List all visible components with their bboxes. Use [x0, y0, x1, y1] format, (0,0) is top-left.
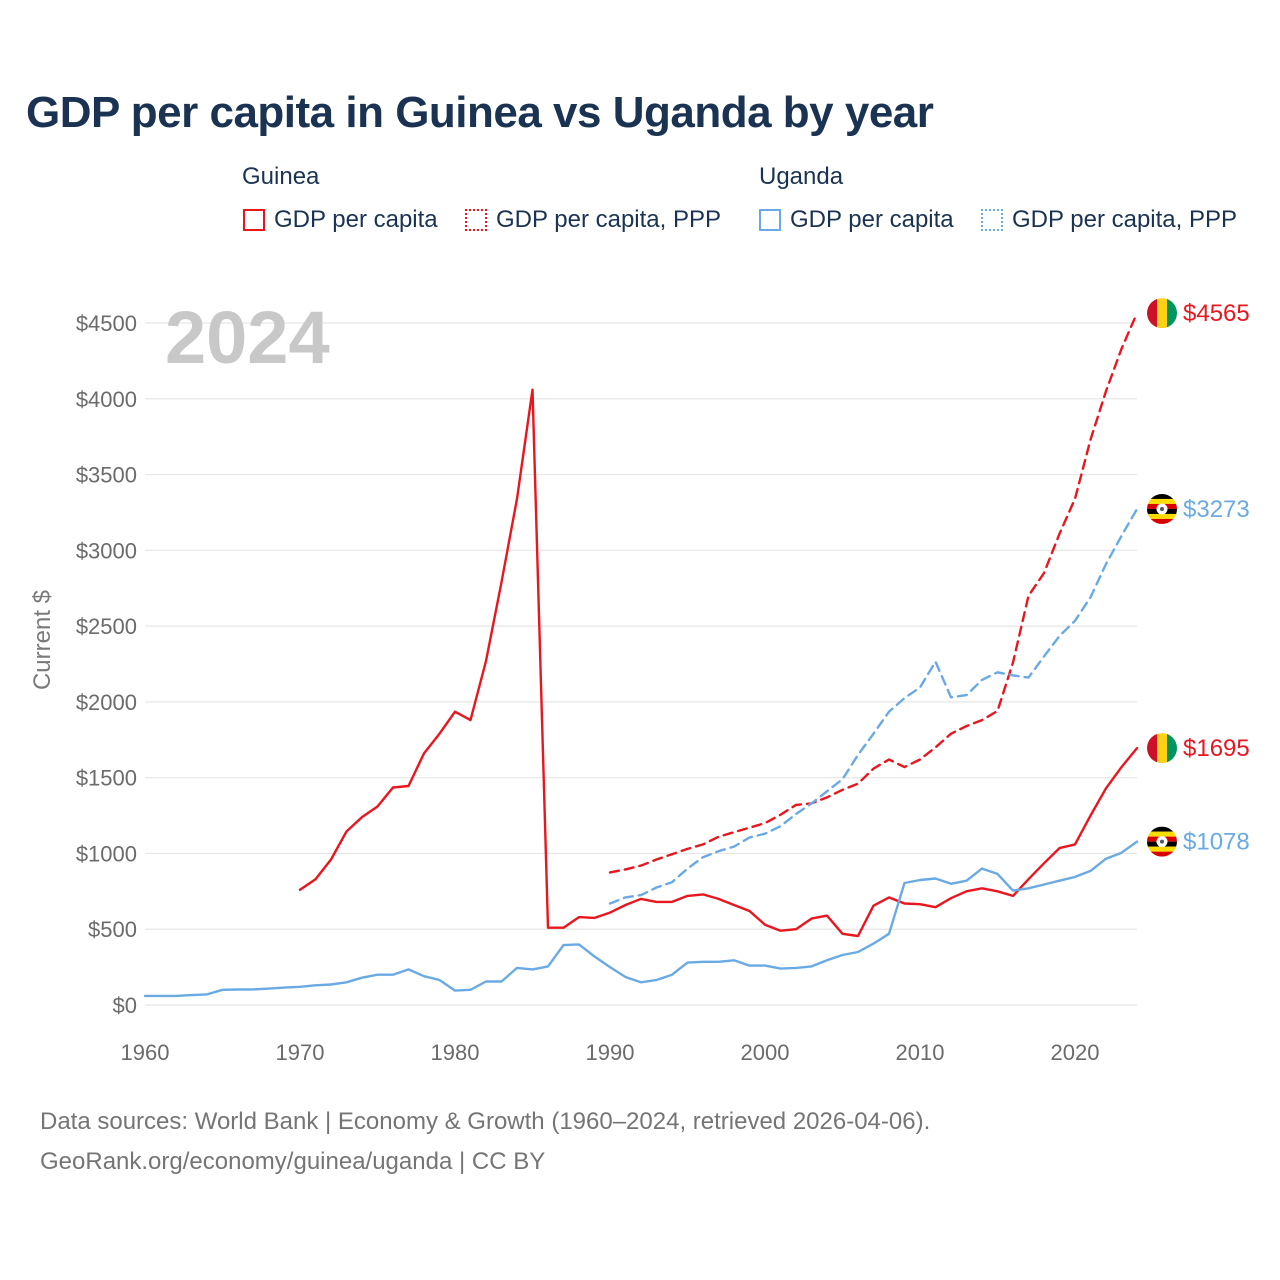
legend-swatch-dotted-red	[465, 209, 487, 231]
x-tick-label: 2010	[896, 1040, 945, 1065]
series-line-uganda-gdp-per-capita-ppp	[608, 507, 1139, 905]
legend-swatch-solid-blue	[759, 209, 781, 231]
y-tick-label: $3000	[76, 538, 137, 563]
series-lines	[143, 311, 1139, 998]
y-tick-label: $500	[88, 917, 137, 942]
gridlines	[145, 322, 1137, 1006]
footer-credit[interactable]: GeoRank.org/economy/guinea/uganda | CC B…	[40, 1148, 546, 1175]
x-tick-label: 2020	[1051, 1040, 1100, 1065]
uganda-flag-icon	[1147, 493, 1177, 524]
legend-item-uganda-gdp[interactable]: GDP per capita	[759, 205, 954, 235]
legend-label: GDP per capita, PPP	[496, 206, 721, 233]
y-tick-label: $1500	[76, 766, 137, 791]
x-tick-label: 1990	[586, 1040, 635, 1065]
series-line-guinea-gdp-per-capita	[298, 388, 1139, 938]
legend-label: GDP per capita	[790, 206, 954, 233]
series-line-guinea-gdp-per-capita-ppp	[608, 311, 1139, 874]
end-value-label: $4565	[1183, 300, 1250, 327]
chart-title: GDP per capita in Guinea vs Uganda by ye…	[26, 88, 934, 137]
year-watermark: 2024	[165, 296, 330, 379]
end-value-label: $1695	[1183, 735, 1250, 762]
x-tick-label: 1980	[431, 1040, 480, 1065]
y-tick-label: $3500	[76, 463, 137, 488]
end-value-label: $3273	[1183, 496, 1250, 523]
legend-swatch-dotted-blue	[981, 209, 1003, 231]
legend-group-guinea: Guinea	[242, 163, 320, 190]
y-tick-label: $2500	[76, 614, 137, 639]
footer-sources: Data sources: World Bank | Economy & Gro…	[40, 1108, 931, 1135]
y-tick-label: $1000	[76, 841, 137, 866]
end-markers: $1695 $4565 $1078 $3273	[1147, 298, 1250, 857]
x-tick-label: 1960	[121, 1040, 170, 1065]
x-tick-label: 1970	[276, 1040, 325, 1065]
series-line-uganda-gdp-per-capita	[143, 840, 1139, 998]
x-tick-label: 2000	[741, 1040, 790, 1065]
legend-swatch-solid-red	[243, 209, 265, 231]
y-tick-label: $4500	[76, 311, 137, 336]
legend-label: GDP per capita, PPP	[1012, 206, 1237, 233]
y-axis-label: Current $	[29, 589, 56, 691]
y-tick-label: $0	[113, 993, 137, 1018]
y-tick-label: $4000	[76, 387, 137, 412]
y-tick-label: $2000	[76, 690, 137, 715]
end-value-label: $1078	[1183, 829, 1250, 856]
uganda-flag-icon	[1147, 826, 1177, 857]
guinea-flag-icon	[1147, 733, 1177, 764]
legend-item-uganda-gdp-ppp[interactable]: GDP per capita, PPP	[981, 205, 1237, 235]
legend-group-uganda: Uganda	[759, 163, 844, 190]
guinea-flag-icon	[1147, 298, 1177, 329]
legend-item-guinea-gdp[interactable]: GDP per capita	[243, 205, 438, 235]
legend-label: GDP per capita	[274, 206, 438, 233]
axis-ticks: $0 $500 $1000 $1500 $2000 $2500 $3000 $3500 $400…	[76, 311, 1100, 1065]
legend-item-guinea-gdp-ppp[interactable]: GDP per capita, PPP	[465, 205, 721, 235]
